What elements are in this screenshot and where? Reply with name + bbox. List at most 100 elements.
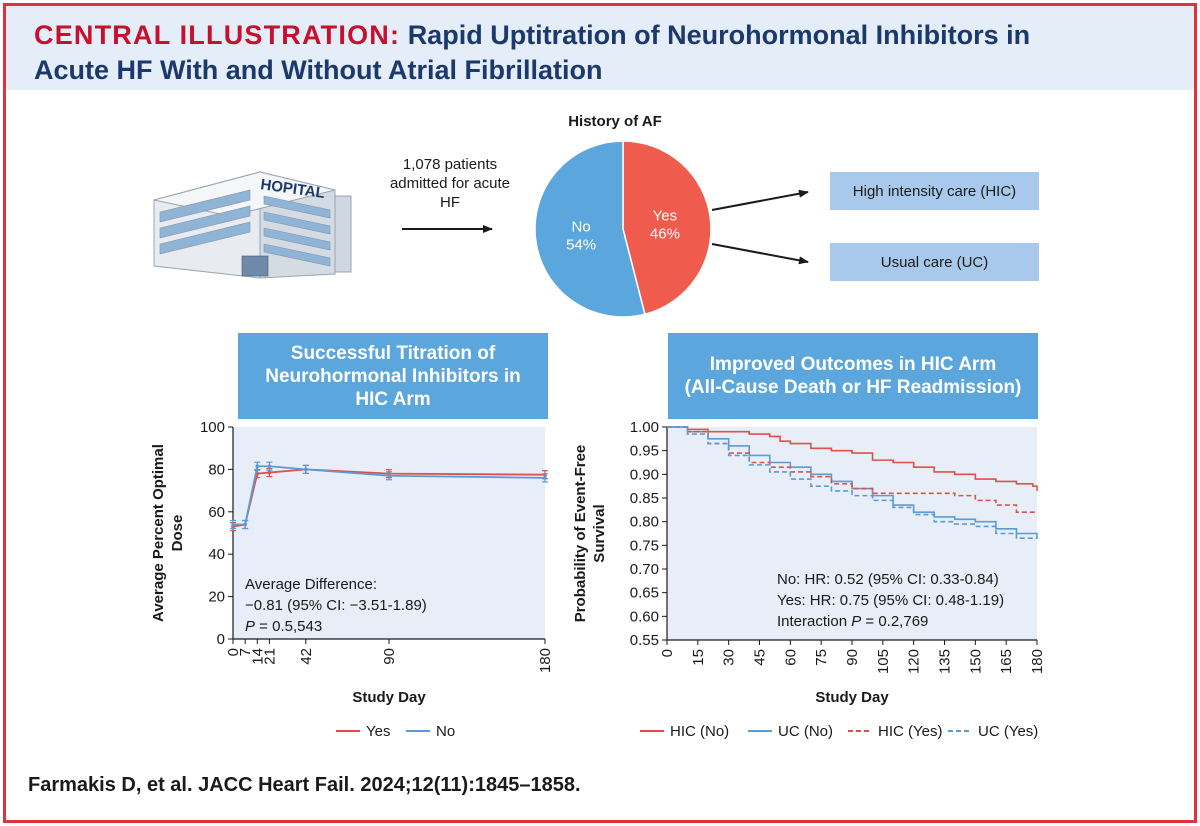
- hr-annotation: Interaction P = 0.2,769: [777, 613, 928, 630]
- pie-label-percent: 54%: [566, 236, 596, 253]
- y-axis-title: Survival: [591, 504, 608, 562]
- data-point: [543, 476, 547, 480]
- data-point: [387, 473, 391, 478]
- x-tick-label: 150: [967, 649, 984, 674]
- citation: Farmakis D, et al. JACC Heart Fail. 2024…: [28, 774, 581, 796]
- legend-label-uc-no: UC (No): [778, 723, 833, 740]
- x-tick-label: 7: [237, 648, 254, 656]
- titration-panel-title-3: HIC Arm: [355, 388, 431, 410]
- title-line-1: CENTRAL ILLUSTRATION: Rapid Uptitration …: [34, 20, 1030, 51]
- data-point: [255, 464, 260, 469]
- title-text-1: Rapid Uptitration of Neurohormonal Inhib…: [407, 20, 1031, 50]
- data-point: [243, 522, 247, 527]
- pie-label-name: Yes: [653, 208, 677, 225]
- patients-label: 1,078 patients admitted for acute HF: [385, 155, 515, 212]
- illustration-frame: [3, 3, 1197, 823]
- p-label: P: [245, 618, 255, 635]
- survival-curve-hic-no: [667, 426, 1038, 491]
- titration-panel-title-1: Successful Titration of: [290, 342, 496, 364]
- y-tick-label: 0.95: [630, 443, 659, 460]
- x-tick-label: 180: [1029, 649, 1046, 674]
- x-tick-label: 180: [537, 648, 554, 673]
- hr-annotation: Yes: HR: 0.75 (95% CI: 0.48-1.19): [777, 592, 1004, 609]
- af-pie-title: History of AF: [568, 113, 662, 130]
- x-tick-label: 165: [998, 649, 1015, 674]
- pie-slice-no: [534, 140, 646, 318]
- x-tick-label: 60: [782, 649, 799, 666]
- legend-label-uc-yes: UC (Yes): [978, 723, 1038, 740]
- x-tick-label: 75: [813, 649, 830, 666]
- legend-label-hic-yes: HIC (Yes): [878, 723, 942, 740]
- central-illustration-label: CENTRAL ILLUSTRATION:: [34, 20, 401, 50]
- x-tick-label: 15: [690, 649, 707, 666]
- p-number: = 0.5,543: [255, 618, 322, 635]
- x-tick-label: 90: [844, 649, 861, 666]
- y-tick-label: 0.75: [630, 537, 659, 554]
- data-point: [267, 464, 272, 469]
- data-point: [231, 522, 235, 527]
- titration-panel-title-2: Neurohormonal Inhibitors in: [265, 365, 521, 387]
- outcomes-panel-title-2: (All-Cause Death or HF Readmission): [684, 377, 1022, 398]
- y-tick-label: 1.00: [630, 419, 659, 436]
- y-tick-label: 40: [208, 546, 225, 563]
- difference-label: Average Difference:: [245, 576, 377, 593]
- x-tick-label: 30: [721, 649, 738, 666]
- title-line-2: Acute HF With and Without Atrial Fibrill…: [34, 55, 603, 85]
- plot-area: [233, 427, 545, 639]
- y-tick-label: 0: [217, 631, 225, 648]
- y-axis-title: Dose: [169, 515, 186, 552]
- y-axis-title: Average Percent Optimal: [150, 444, 167, 622]
- y-tick-label: 0.85: [630, 490, 659, 507]
- hospital-building-icon: HOPITAL: [153, 171, 352, 279]
- header-banner: CENTRAL ILLUSTRATION: Rapid Uptitration …: [6, 6, 1194, 90]
- titration-panel-header: Successful Titration of Neurohormonal In…: [238, 333, 548, 419]
- hic-arrow: [711, 189, 809, 211]
- p-value: P = 0.5,543: [245, 618, 322, 635]
- pie-label-no: No 54%: [566, 218, 596, 253]
- x-tick-label: 14: [249, 648, 266, 665]
- patients-count: 1,078 patients: [402, 156, 498, 173]
- hr-text: Yes: HR: 0.75 (95% CI: 0.48-1.19): [777, 592, 1004, 609]
- usual-care-box: Usual care (UC): [830, 243, 1039, 281]
- uc-arrow: [711, 243, 809, 265]
- x-tick-label: 120: [906, 649, 923, 674]
- hr-annotation: No: HR: 0.52 (95% CI: 0.33-0.84): [777, 571, 999, 588]
- x-tick-label: 45: [752, 649, 769, 666]
- p-label: P: [851, 613, 861, 630]
- pie-label-percent: 46%: [650, 226, 680, 243]
- plot-area: [667, 427, 1037, 640]
- y-tick-label: 0.55: [630, 632, 659, 649]
- y-tick-label: 0.65: [630, 585, 659, 602]
- survival-curve-uc-yes: [667, 426, 1038, 540]
- x-tick-label: 105: [875, 649, 892, 674]
- data-point: [304, 467, 308, 472]
- p-number: = 0.2,769: [861, 613, 928, 630]
- x-tick-label: 0: [225, 648, 242, 656]
- y-tick-label: 0.90: [630, 466, 659, 483]
- x-tick-label: 42: [298, 648, 315, 665]
- x-axis-title: Study Day: [815, 689, 889, 706]
- y-tick-label: 20: [208, 589, 225, 606]
- legend-label-hic-no: HIC (No): [670, 723, 729, 740]
- legend-label-yes: Yes: [366, 723, 390, 740]
- x-tick-label: 21: [261, 648, 278, 665]
- outcomes-panel-header: Improved Outcomes in HIC Arm (All-Cause …: [668, 333, 1038, 419]
- legend-label-no: No: [436, 723, 455, 740]
- data-point: [267, 470, 272, 475]
- x-axis-title: Study Day: [352, 689, 426, 706]
- x-tick-label: 90: [381, 648, 398, 665]
- difference-value: −0.81 (95% CI: −3.51-1.89): [245, 597, 427, 614]
- pie-slice-yes: [622, 140, 712, 316]
- pie-label-name: No: [571, 218, 590, 235]
- y-tick-label: 0.60: [630, 608, 659, 625]
- y-tick-label: 100: [200, 419, 225, 436]
- hr-text: Interaction: [777, 613, 851, 630]
- y-tick-label: 60: [208, 504, 225, 521]
- y-tick-label: 80: [208, 461, 225, 478]
- outcomes-panel-title-1: Improved Outcomes in HIC Arm: [709, 354, 997, 375]
- pie-label-yes: Yes 46%: [650, 208, 680, 243]
- y-axis-title: Probability of Event-Free: [572, 445, 589, 623]
